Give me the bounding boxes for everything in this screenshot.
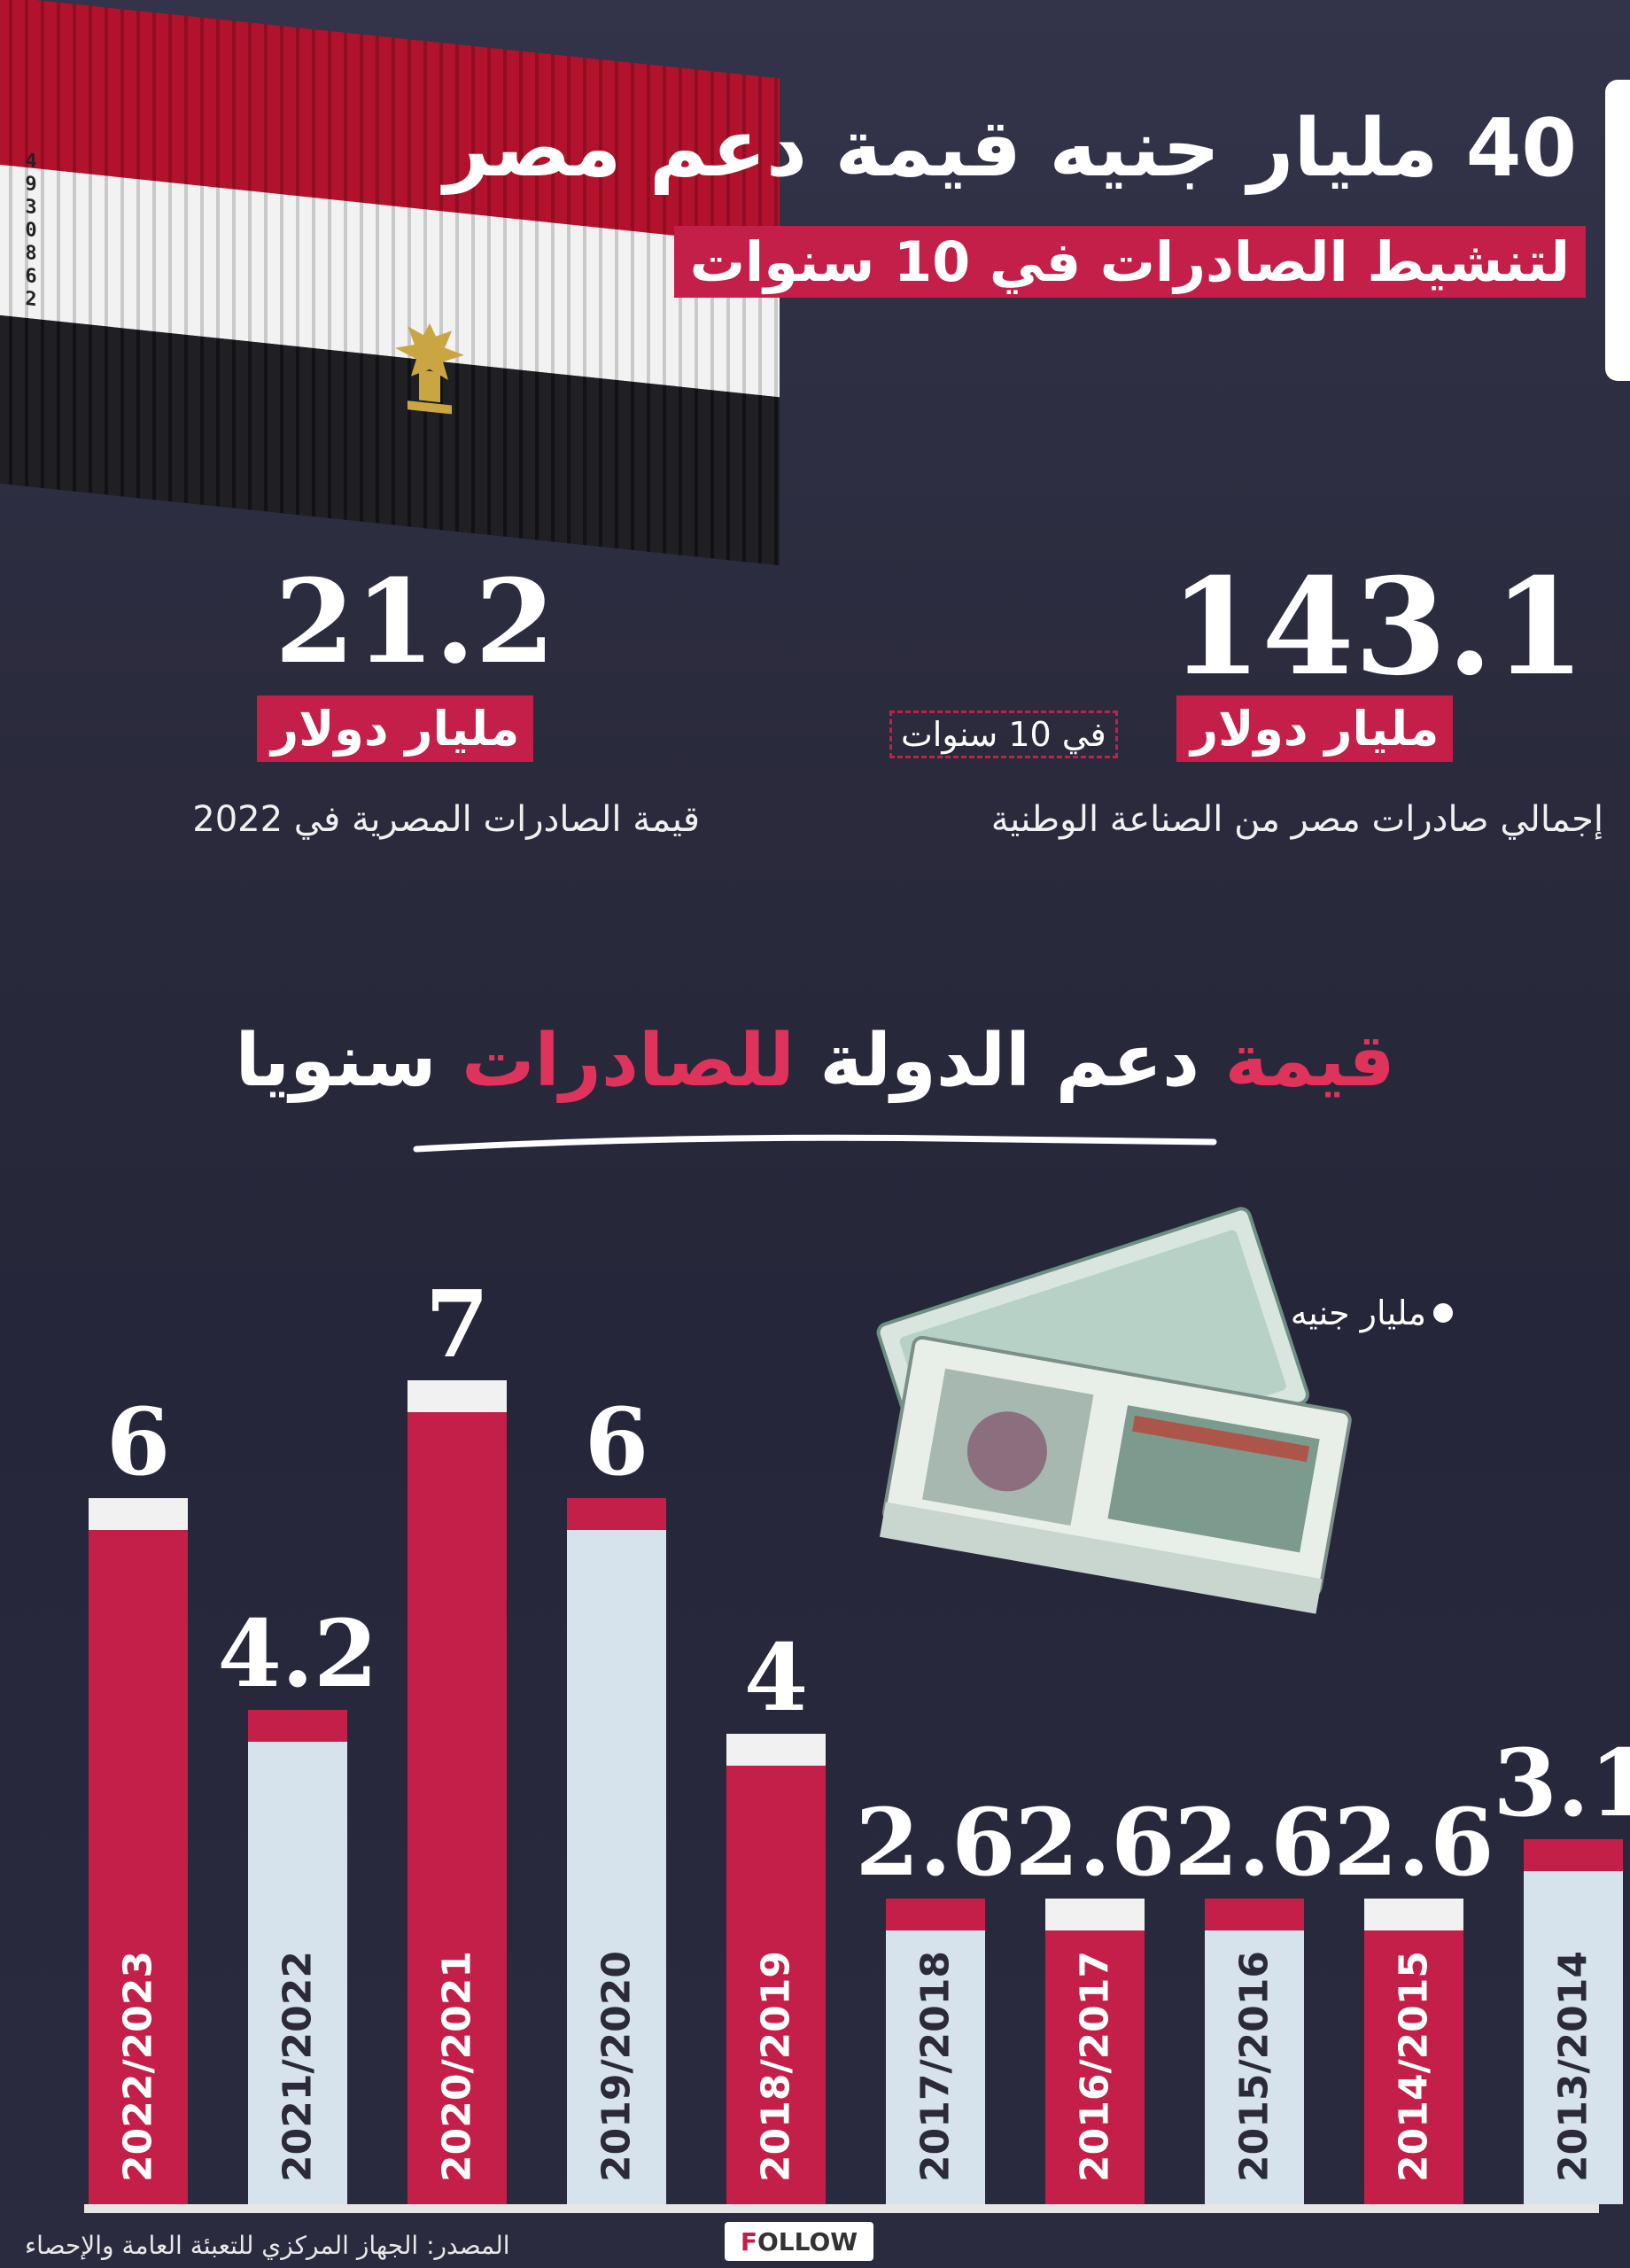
stat-total-note: في 10 سنوات <box>889 711 1118 758</box>
chart-title: قيمة دعم الدولة للصادرات سنويا <box>0 1019 1630 1103</box>
chart-title-part: للصادرات <box>462 1019 795 1103</box>
bar-cap <box>1364 1899 1463 1930</box>
chart-bar: 2016/2017 <box>1045 1899 1145 2204</box>
bar-category-label: 2019/2020 <box>594 1951 640 2182</box>
container-code: 4 9 3 0 8 6 2 <box>18 149 44 313</box>
container-code-char: 3 <box>25 195 37 220</box>
eagle-emblem-icon <box>395 322 464 415</box>
bar-value-label: 2.6 <box>1333 1788 1494 1897</box>
container-code-char: 2 <box>25 287 37 312</box>
banknotes-illustration <box>876 1207 1352 1614</box>
bar-value-label: 3.1 <box>1493 1728 1630 1837</box>
bar-category-label: 2013/2014 <box>1550 1951 1596 2182</box>
chart-title-part: سنويا <box>235 1019 437 1103</box>
logo-letter: F <box>740 2226 757 2256</box>
chart-bar: 2022/2023 <box>89 1498 188 2204</box>
bar-cap <box>1524 1839 1623 1871</box>
stat-total-value: 143.1 <box>1169 549 1586 705</box>
source-text: المصدر: الجهاز المركزي للتعبئة العامة وا… <box>25 2231 510 2260</box>
bar-category-label: 2014/2015 <box>1391 1951 1437 2182</box>
logo-text: OLLOW <box>757 2226 858 2256</box>
bar-value-label: 2.6 <box>1014 1788 1176 1897</box>
chart-title-part: قيمة <box>1224 1019 1395 1103</box>
stat-2022-unit: مليار دولار <box>257 695 534 762</box>
bar-cap <box>248 1710 347 1742</box>
chart-bar: 2020/2021 <box>408 1380 507 2204</box>
bar-category-label: 2017/2018 <box>912 1951 959 2182</box>
container-code-char: 6 <box>25 264 37 289</box>
bar-value-label: 2.6 <box>855 1788 1016 1897</box>
chart-bar: 2013/2014 <box>1524 1839 1623 2204</box>
bar-category-label: 2018/2019 <box>753 1951 799 2182</box>
chart-bar: 2021/2022 <box>248 1710 347 2204</box>
bar-cap <box>726 1734 826 1766</box>
container-code-char: 9 <box>25 172 37 197</box>
chart-bar: 2018/2019 <box>726 1734 826 2204</box>
container-code-char: 4 <box>25 149 37 174</box>
stat-2022-value: 21.2 <box>275 554 555 689</box>
chart-bar: 2017/2018 <box>886 1899 985 2204</box>
stat-total-unit: مليار دولار <box>1176 695 1454 762</box>
follow-logo: F OLLOW <box>725 2222 873 2261</box>
page-subtitle: لتنشيط الصادرات في 10 سنوات <box>673 226 1586 298</box>
chart-bar: 2015/2016 <box>1205 1899 1304 2204</box>
subtitle-text: لتنشيط الصادرات في 10 سنوات <box>673 226 1586 298</box>
bar-category-label: 2015/2016 <box>1231 1951 1277 2182</box>
chart-bar: 2019/2020 <box>567 1498 666 2204</box>
bar-value-label: 4.2 <box>217 1599 378 1708</box>
container-code-char: 0 <box>25 218 37 243</box>
stat-2022-description: قيمة الصادرات المصرية في 2022 <box>192 799 700 840</box>
bar-cap <box>1045 1899 1145 1930</box>
side-tab <box>1605 80 1630 381</box>
bar-value-label: 6 <box>105 1387 171 1496</box>
bar-cap <box>89 1498 188 1530</box>
chart-bar: 2014/2015 <box>1364 1899 1463 2204</box>
bar-chart: 2022/2023 6 2021/2022 4.2 2020/2021 7 2019/202… <box>0 1240 1630 2215</box>
bar-cap <box>886 1899 985 1930</box>
bar-category-label: 2016/2017 <box>1072 1951 1118 2182</box>
bar-cap <box>408 1380 507 1412</box>
bar-cap <box>567 1498 666 1530</box>
title-underline-stroke <box>413 1134 1217 1153</box>
bar-value-label: 7 <box>424 1270 490 1379</box>
bar-category-label: 2020/2021 <box>434 1951 480 2182</box>
stat-total-description: إجمالي صادرات مصر من الصناعة الوطنية <box>990 799 1603 840</box>
bar-value-label: 6 <box>584 1387 649 1496</box>
container-code-char: 8 <box>25 241 37 266</box>
chart-legend: مليار جنيه <box>1291 1293 1453 1332</box>
legend-label: مليار جنيه <box>1290 1293 1426 1332</box>
flag-container-illustration: 4 9 3 0 8 6 2 <box>0 0 780 574</box>
chart-title-part: دعم الدولة <box>819 1019 1200 1103</box>
bar-category-label: 2021/2022 <box>275 1951 321 2182</box>
page-title: 40 مليار جنيه قيمة دعم مصر <box>444 102 1577 195</box>
bar-cap <box>1205 1899 1304 1930</box>
bar-category-label: 2022/2023 <box>115 1951 161 2182</box>
bar-value-label: 4 <box>743 1623 809 1732</box>
chart-baseline <box>84 2204 1599 2213</box>
bar-value-label: 2.6 <box>1174 1788 1335 1897</box>
legend-dot-icon <box>1433 1303 1453 1323</box>
